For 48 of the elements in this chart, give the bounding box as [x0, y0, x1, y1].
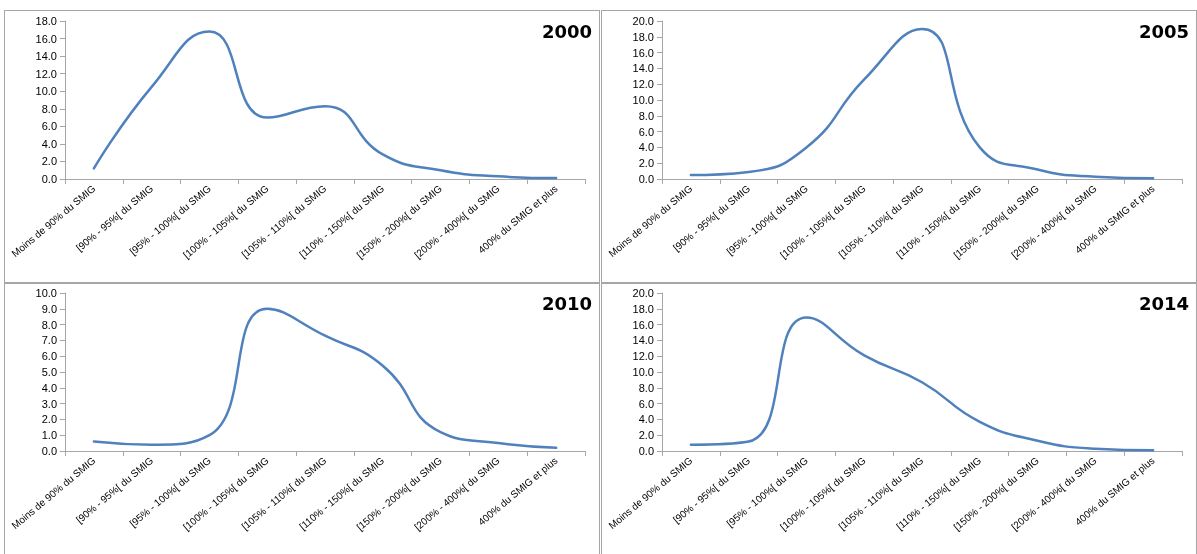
y-tick-label: 9.0 [41, 302, 57, 315]
line-series [689, 316, 1155, 452]
y-tick-label: 6.0 [638, 397, 654, 410]
y-tick-label: 5.0 [41, 366, 57, 378]
y-tick-label: 10.0 [35, 85, 57, 98]
y-tick-label: 4.0 [638, 141, 654, 154]
y-tick-label: 10.0 [35, 287, 57, 299]
y-tick-label: 8.0 [638, 109, 654, 122]
y-tick-label: 0.0 [41, 173, 57, 185]
y-tick-label: 10.0 [632, 94, 654, 106]
y-tick-label: 2.0 [638, 429, 654, 442]
y-tick-label: 6.0 [41, 350, 57, 363]
y-tick-label: 14.0 [35, 50, 57, 63]
y-tick-label: 4.0 [41, 381, 57, 394]
y-tick-label: 2.0 [41, 413, 57, 426]
y-tick-label: 0.0 [638, 445, 654, 457]
y-tick-label: 2.0 [41, 155, 57, 168]
y-tick-label: 0.0 [41, 445, 57, 457]
y-tick-label: 6.0 [41, 120, 57, 133]
y-tick-label: 16.0 [632, 46, 654, 59]
y-tick-label: 8.0 [41, 102, 57, 115]
y-tick-label: 16.0 [632, 318, 654, 331]
y-tick-label: 7.0 [41, 334, 57, 347]
y-tick-label: 12.0 [632, 78, 654, 91]
chart-title: 2010 [541, 292, 593, 314]
y-tick-label: 14.0 [632, 62, 654, 75]
chart-title: 2000 [541, 20, 593, 42]
y-tick-label: 2.0 [638, 157, 654, 170]
y-tick-label: 8.0 [638, 381, 654, 394]
y-tick-label: 10.0 [632, 366, 654, 378]
chart-title: 2014 [1138, 292, 1190, 314]
y-tick-label: 16.0 [35, 32, 57, 45]
y-tick-label: 0.0 [638, 173, 654, 185]
y-tick-label: 18.0 [632, 302, 654, 315]
y-tick-label: 14.0 [632, 334, 654, 347]
y-tick-label: 6.0 [638, 125, 654, 138]
y-tick-label: 1.0 [41, 429, 57, 442]
chart-title: 2005 [1138, 20, 1190, 42]
y-tick-label: 20.0 [632, 287, 654, 299]
y-tick-label: 8.0 [41, 318, 57, 331]
y-tick-label: 18.0 [35, 15, 57, 27]
y-tick-label: 12.0 [632, 350, 654, 363]
y-tick-label: 12.0 [35, 67, 57, 80]
y-tick-label: 20.0 [632, 15, 654, 27]
y-tick-label: 3.0 [41, 397, 57, 410]
y-tick-label: 4.0 [638, 413, 654, 426]
y-tick-label: 4.0 [41, 137, 57, 150]
y-tick-label: 18.0 [632, 30, 654, 43]
